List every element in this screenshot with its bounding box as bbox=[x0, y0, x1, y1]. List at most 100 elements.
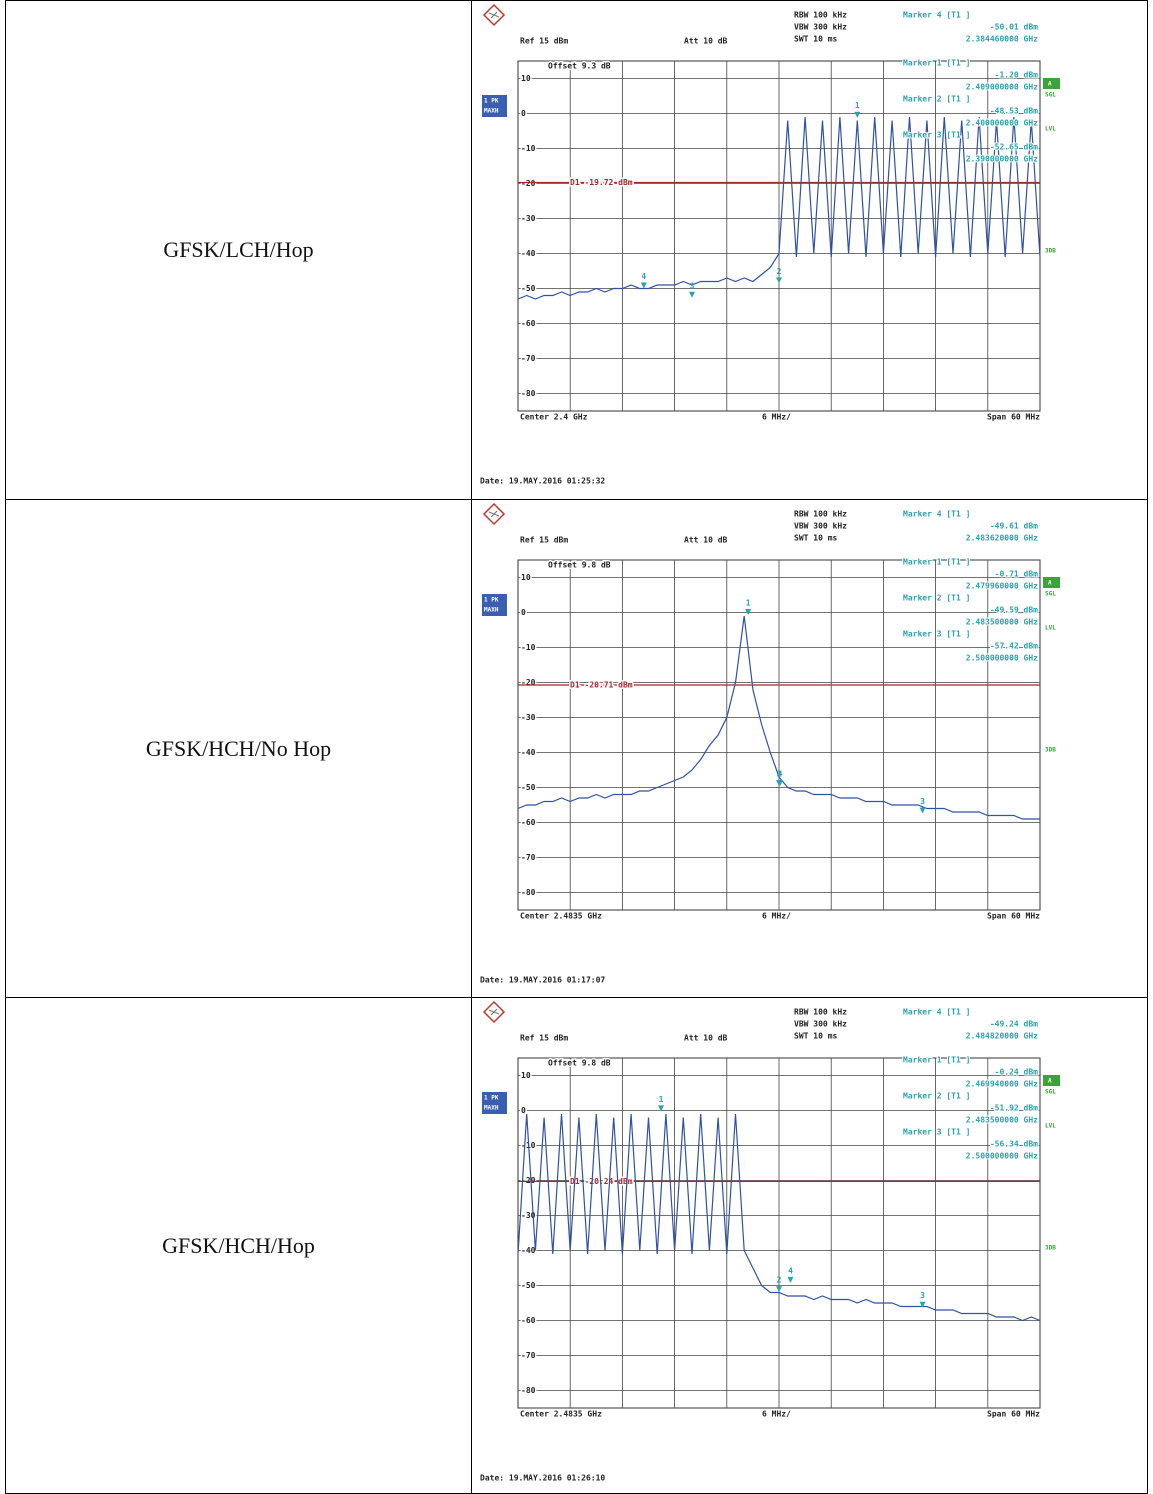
date: Date: 19.MAY.2016 01:26:10 bbox=[480, 1474, 605, 1483]
side-label: SGL bbox=[1045, 92, 1056, 99]
y-tick-label: 10 bbox=[521, 573, 531, 582]
side-label: LVL bbox=[1045, 625, 1056, 632]
swt: SWT 10 ms bbox=[794, 1032, 838, 1041]
y-tick-label: -50 bbox=[521, 284, 536, 293]
trace-badge-text: 1 PK bbox=[484, 1095, 499, 1102]
trace bbox=[517, 116, 1041, 300]
marker-label: Marker 2 [T1 ] bbox=[903, 594, 970, 603]
y-tick-label: -30 bbox=[521, 214, 536, 223]
marker-label: Marker 1 [T1 ] bbox=[903, 59, 970, 68]
marker-id: 2 bbox=[777, 1276, 782, 1285]
marker-level: -0.24 dBm bbox=[995, 1068, 1039, 1077]
y-tick-label: -20 bbox=[521, 1176, 536, 1185]
marker-id: 2 bbox=[777, 267, 782, 276]
y-tick-label: -70 bbox=[521, 354, 536, 363]
side-a-box bbox=[1043, 577, 1060, 588]
offset: Offset 9.8 dB bbox=[548, 1059, 611, 1068]
y-tick-label: -20 bbox=[521, 678, 536, 687]
trace-badge-text: 1 PK bbox=[484, 597, 499, 604]
y-tick-label: -70 bbox=[521, 1351, 536, 1360]
marker-freq: 2.390000000 GHz bbox=[966, 155, 1038, 164]
marker-level: -52.65 dBm bbox=[990, 143, 1038, 152]
side-label: A bbox=[1048, 580, 1052, 587]
ref-level: Ref 15 dBm bbox=[520, 37, 568, 46]
y-tick-label: -40 bbox=[521, 1246, 536, 1255]
center-freq: Center 2.4835 GHz bbox=[520, 912, 602, 921]
plot-cell: RBW 100 kHz VBW 300 kHz SWT 10 ms Ref 15 dB… bbox=[471, 0, 1148, 500]
marker-level: -49.24 dBm bbox=[990, 1020, 1038, 1029]
y-tick-label: -20 bbox=[521, 179, 536, 188]
trace-badge bbox=[482, 594, 507, 616]
marker bbox=[745, 608, 752, 615]
marker-label: Marker 3 [T1 ] bbox=[903, 131, 970, 140]
plot-cell: RBW 100 kHz VBW 300 kHz SWT 10 ms Ref 15 dB… bbox=[471, 997, 1148, 1494]
y-tick-label: -50 bbox=[521, 783, 536, 792]
y-tick-label: -80 bbox=[521, 1386, 536, 1395]
trace-badge bbox=[482, 95, 507, 117]
results-table: GFSK/LCH/Hop RBW 100 kHz VBW 300 kHz SWT 10… bbox=[5, 0, 1148, 1494]
spectrum-plot: RBW 100 kHz VBW 300 kHz SWT 10 ms Ref 15 dB… bbox=[480, 1000, 1060, 1483]
logo bbox=[488, 1008, 500, 1016]
trace-badge bbox=[482, 1092, 507, 1114]
mode-label: GFSK/HCH/No Hop bbox=[5, 499, 472, 998]
side-label: A bbox=[1048, 1078, 1052, 1085]
y-tick-label: -50 bbox=[521, 1281, 536, 1290]
side-a-box bbox=[1043, 1075, 1060, 1086]
marker-level: -50.01 dBm bbox=[990, 23, 1038, 32]
marker-id: 3 bbox=[920, 1291, 925, 1300]
display-line-label: D1 -20.71 dBm bbox=[570, 680, 633, 689]
marker-level: -56.34 dBm bbox=[990, 1140, 1038, 1149]
marker-id: 3 bbox=[690, 281, 695, 290]
marker-id: 4 bbox=[788, 1266, 793, 1275]
marker-id: 4 bbox=[641, 272, 646, 281]
y-tick-label: -80 bbox=[521, 389, 536, 398]
marker-level: -57.42 dBm bbox=[990, 642, 1038, 651]
marker-id: 1 bbox=[659, 1095, 664, 1104]
row: GFSK/HCH/Hop RBW 100 kHz VBW 300 kHz SWT 10… bbox=[5, 997, 1148, 1494]
marker-freq: 2.500000000 GHz bbox=[966, 1152, 1038, 1161]
trace-badge-text: 1 PK bbox=[484, 98, 499, 105]
side-label: 3DB bbox=[1045, 248, 1056, 255]
marker-label: Marker 1 [T1 ] bbox=[903, 558, 970, 567]
marker-freq: 2.469940000 GHz bbox=[966, 1080, 1038, 1089]
marker-freq: 2.484820000 GHz bbox=[966, 1032, 1038, 1041]
display-line-label: D1 -20.24 dBm bbox=[570, 1177, 633, 1186]
side-label: LVL bbox=[1045, 126, 1056, 133]
marker-label: Marker 1 [T1 ] bbox=[903, 1056, 970, 1065]
per-division: 6 MHz/ bbox=[762, 1410, 791, 1419]
marker-freq: 2.483500000 GHz bbox=[966, 618, 1038, 627]
marker-label: Marker 2 [T1 ] bbox=[903, 1092, 970, 1101]
marker bbox=[776, 1286, 782, 1293]
y-tick-label: -10 bbox=[521, 643, 536, 652]
spectrum-plot: RBW 100 kHz VBW 300 kHz SWT 10 ms Ref 15 dB… bbox=[480, 502, 1060, 985]
marker-label: Marker 3 [T1 ] bbox=[903, 1128, 970, 1137]
y-tick-label: 0 bbox=[521, 109, 526, 118]
ref-level: Ref 15 dBm bbox=[520, 536, 568, 545]
marker-level: -48.53 dBm bbox=[990, 107, 1038, 116]
logo bbox=[488, 510, 500, 518]
marker bbox=[787, 1276, 794, 1283]
y-tick-label: 10 bbox=[521, 74, 531, 83]
marker-freq: 2.400000000 GHz bbox=[966, 119, 1038, 128]
trace-badge-text: MAXH bbox=[484, 1105, 499, 1112]
trace bbox=[517, 615, 1040, 820]
marker-freq: 2.409000000 GHz bbox=[966, 83, 1038, 92]
ref-level: Ref 15 dBm bbox=[520, 1034, 568, 1043]
mode-label: GFSK/HCH/Hop bbox=[5, 997, 472, 1494]
marker-level: -0.71 dBm bbox=[995, 570, 1039, 579]
rbw: RBW 100 kHz bbox=[794, 510, 847, 519]
marker-id: 3 bbox=[920, 797, 925, 806]
marker-id: 4 bbox=[778, 770, 783, 779]
y-tick-label: 10 bbox=[521, 1071, 531, 1080]
y-tick-label: -80 bbox=[521, 888, 536, 897]
marker bbox=[919, 1301, 926, 1308]
marker-id: 1 bbox=[746, 598, 751, 607]
marker-level: -49.61 dBm bbox=[990, 522, 1038, 531]
row: GFSK/HCH/No Hop RBW 100 kHz VBW 300 kHz SWT… bbox=[5, 499, 1148, 998]
y-tick-label: -60 bbox=[521, 1316, 536, 1325]
marker bbox=[919, 807, 926, 814]
marker bbox=[658, 1105, 665, 1112]
y-tick-label: -60 bbox=[521, 319, 536, 328]
marker-level: -49.59 dBm bbox=[990, 606, 1038, 615]
mode-label: GFSK/LCH/Hop bbox=[5, 0, 472, 500]
